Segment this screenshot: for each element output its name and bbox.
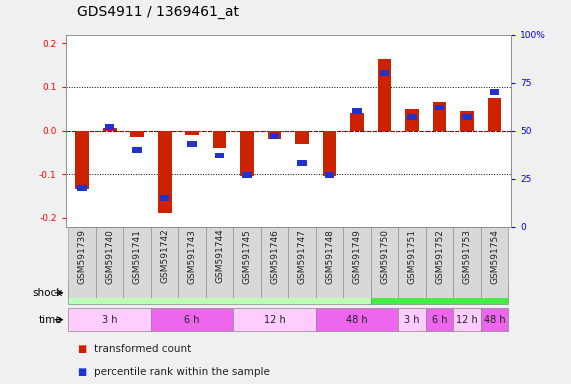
Text: GSM591750: GSM591750 (380, 229, 389, 284)
Text: GSM591746: GSM591746 (270, 229, 279, 283)
Text: 6 h: 6 h (432, 314, 447, 325)
Bar (132, 147, 142, 153)
Bar (426, 308, 453, 331)
Bar (352, 109, 362, 114)
Bar (380, 70, 389, 76)
Bar (371, 281, 508, 304)
Bar (343, 227, 371, 298)
Text: 48 h: 48 h (346, 314, 368, 325)
Bar (105, 124, 114, 130)
Text: GSM591754: GSM591754 (490, 229, 499, 283)
Text: 3 h: 3 h (102, 314, 118, 325)
Bar (297, 161, 307, 166)
Text: GSM591744: GSM591744 (215, 229, 224, 283)
Bar (234, 308, 316, 331)
Text: GSM591745: GSM591745 (243, 229, 252, 283)
Bar (323, 131, 336, 176)
Bar (242, 172, 252, 178)
Bar (426, 227, 453, 298)
Text: percentile rank within the sample: percentile rank within the sample (94, 367, 270, 377)
Text: GSM591751: GSM591751 (408, 229, 417, 284)
Bar (69, 281, 371, 304)
Text: GSM591739: GSM591739 (78, 229, 87, 284)
Text: transformed count: transformed count (94, 344, 191, 354)
Bar (77, 185, 87, 191)
Bar (371, 227, 399, 298)
Text: ■: ■ (77, 344, 86, 354)
Text: GSM591740: GSM591740 (105, 229, 114, 283)
Bar (123, 227, 151, 298)
Text: 12 h: 12 h (456, 314, 478, 325)
Bar (240, 131, 254, 176)
Bar (69, 308, 151, 331)
Text: GSM591743: GSM591743 (188, 229, 196, 283)
Bar (206, 227, 234, 298)
Bar (151, 227, 178, 298)
Bar (316, 227, 343, 298)
Bar (185, 131, 199, 135)
Bar (151, 308, 234, 331)
Text: GSM591742: GSM591742 (160, 229, 169, 283)
Bar (453, 308, 481, 331)
Bar (435, 105, 444, 111)
Bar (234, 227, 261, 298)
Bar (215, 153, 224, 159)
Bar (295, 131, 309, 144)
Text: time: time (39, 314, 63, 325)
Text: ■: ■ (77, 367, 86, 377)
Text: GSM591741: GSM591741 (132, 229, 142, 283)
Bar (75, 131, 89, 189)
Bar (103, 128, 116, 131)
Text: GSM591753: GSM591753 (463, 229, 472, 284)
Bar (399, 308, 426, 331)
Bar (187, 141, 197, 147)
Bar (407, 114, 417, 120)
Bar (481, 308, 508, 331)
Bar (158, 131, 171, 214)
Bar (350, 113, 364, 131)
Bar (213, 131, 227, 148)
Bar (325, 172, 335, 178)
Text: control: control (421, 288, 458, 298)
Bar (488, 98, 501, 131)
Bar (96, 227, 123, 298)
Text: 12 h: 12 h (264, 314, 286, 325)
Text: shock: shock (33, 288, 63, 298)
Text: GDS4911 / 1369461_at: GDS4911 / 1369461_at (77, 5, 239, 19)
Bar (405, 109, 419, 131)
Bar (316, 308, 399, 331)
Bar (463, 114, 472, 120)
Bar (130, 131, 144, 137)
Bar (453, 227, 481, 298)
Text: GSM591752: GSM591752 (435, 229, 444, 283)
Bar (270, 134, 279, 139)
Bar (433, 102, 447, 131)
Bar (377, 59, 392, 131)
Bar (490, 89, 500, 95)
Text: GSM591749: GSM591749 (352, 229, 361, 283)
Text: GSM591748: GSM591748 (325, 229, 334, 283)
Bar (261, 227, 288, 298)
Bar (160, 195, 170, 201)
Bar (288, 227, 316, 298)
Text: traumatic brain injury: traumatic brain injury (163, 288, 277, 298)
Bar (399, 227, 426, 298)
Text: 6 h: 6 h (184, 314, 200, 325)
Bar (460, 111, 474, 131)
Text: 3 h: 3 h (404, 314, 420, 325)
Bar (69, 227, 96, 298)
Text: 48 h: 48 h (484, 314, 505, 325)
Bar (481, 227, 508, 298)
Bar (178, 227, 206, 298)
Bar (268, 131, 282, 139)
Text: GSM591747: GSM591747 (297, 229, 307, 283)
